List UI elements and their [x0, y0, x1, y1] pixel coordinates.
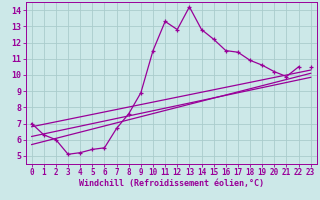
- X-axis label: Windchill (Refroidissement éolien,°C): Windchill (Refroidissement éolien,°C): [79, 179, 264, 188]
